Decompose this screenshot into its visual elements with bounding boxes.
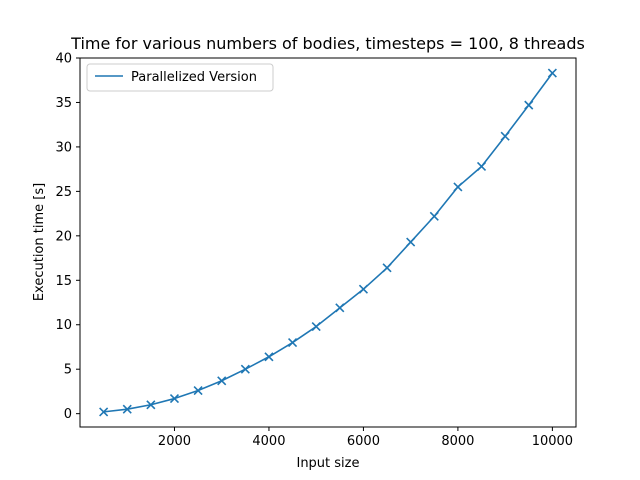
x-axis-ticks: 2000 4000 6000 8000 10000 — [158, 427, 573, 449]
data-point-marker-stroke — [169, 393, 180, 404]
y-tick-label: 15 — [55, 274, 72, 289]
data-point-marker-stroke — [240, 364, 250, 374]
x-tick-label: 4000 — [252, 434, 285, 449]
y-tick-label: 40 — [55, 52, 72, 67]
y-tick-label: 25 — [55, 185, 72, 200]
y-tick-label: 0 — [64, 407, 72, 422]
data-point — [382, 263, 392, 273]
data-point-marker-stroke — [406, 237, 416, 247]
data-point — [453, 182, 463, 192]
y-tick-label: 30 — [55, 140, 72, 155]
data-point — [547, 68, 557, 78]
data-point-marker-stroke — [453, 182, 463, 192]
data-point-marker-stroke — [547, 68, 557, 78]
data-point — [146, 400, 156, 410]
data-point-marker-stroke — [193, 385, 203, 396]
data-point-marker-stroke — [358, 284, 368, 294]
data-point-marker-stroke — [264, 352, 274, 362]
legend: Parallelized Version — [86, 63, 274, 92]
y-tick-label: 35 — [55, 96, 72, 111]
series-layer — [99, 68, 557, 417]
data-point — [288, 337, 298, 348]
data-point-marker-stroke — [382, 263, 392, 273]
y-axis-label: Execution time [s] — [32, 183, 47, 301]
legend-label-parallelized: Parallelized Version — [131, 70, 257, 85]
data-point — [122, 404, 132, 414]
data-point — [217, 376, 227, 386]
data-point — [99, 407, 109, 417]
data-point — [358, 284, 368, 294]
data-point-marker-stroke — [122, 404, 132, 414]
x-tick-label: 2000 — [158, 434, 191, 449]
data-point — [429, 211, 439, 221]
data-point-marker-stroke — [288, 337, 298, 348]
data-point — [240, 364, 250, 374]
y-tick-label: 20 — [55, 229, 72, 244]
data-point-marker-stroke — [429, 211, 439, 221]
data-point — [524, 100, 534, 110]
data-point — [193, 385, 203, 396]
x-axis-label: Input size — [296, 456, 359, 471]
y-axis-ticks: 0 5 10 15 20 25 30 35 40 — [55, 52, 80, 422]
data-point-marker-stroke — [476, 161, 487, 172]
data-point — [169, 393, 180, 404]
x-tick-label: 8000 — [441, 434, 474, 449]
y-tick-label: 10 — [55, 318, 72, 333]
data-point — [406, 237, 416, 247]
y-tick-label: 5 — [64, 363, 72, 378]
data-point — [500, 131, 510, 141]
data-point-marker-stroke — [524, 100, 534, 110]
data-point — [264, 352, 274, 362]
data-point-marker-stroke — [335, 303, 345, 313]
data-point — [476, 161, 487, 172]
data-point-marker-stroke — [146, 400, 156, 410]
data-point-marker-stroke — [500, 131, 510, 141]
legend-box — [86, 63, 274, 92]
chart-title: Time for various numbers of bodies, time… — [70, 34, 585, 53]
data-point — [335, 303, 345, 313]
data-point — [311, 321, 321, 332]
data-point-marker-stroke — [217, 376, 227, 386]
x-tick-label: 6000 — [347, 434, 380, 449]
x-tick-label: 10000 — [532, 434, 573, 449]
plot-frame — [79, 57, 577, 428]
data-point-marker-stroke — [311, 321, 321, 332]
data-point-marker-stroke — [99, 407, 109, 417]
